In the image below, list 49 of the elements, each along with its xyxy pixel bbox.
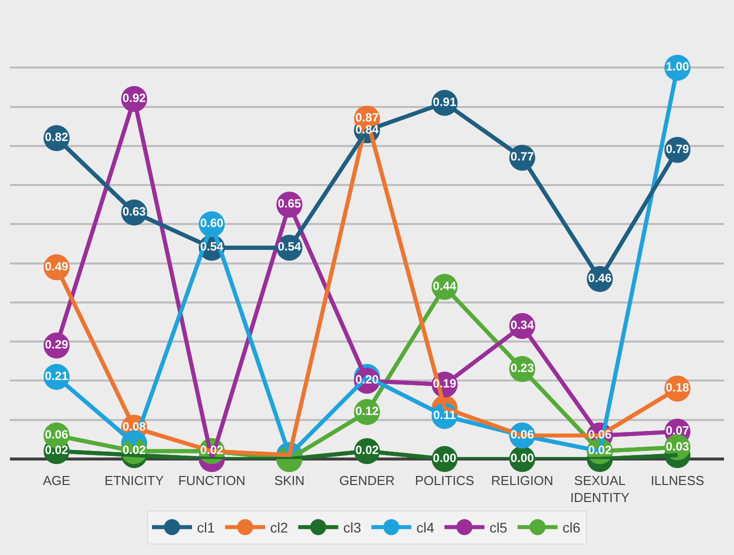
x-tick-label: FUNCTION [178, 473, 246, 488]
x-tick-label: ILLNESS [650, 473, 704, 488]
legend-label: cl5 [489, 520, 508, 536]
legend-label: cl6 [562, 520, 581, 536]
data-label: 0.92 [122, 91, 146, 105]
x-tick-label: SEXUAL IDENTITY [570, 473, 630, 505]
data-label: 0.34 [510, 318, 534, 332]
data-label: 0.23 [510, 361, 534, 375]
legend-label: cl3 [343, 520, 362, 536]
data-label: 0.77 [510, 150, 534, 164]
data-label: 0.91 [432, 94, 457, 109]
data-label: 0.07 [666, 424, 690, 438]
data-label: 0.06 [588, 428, 612, 442]
data-label: 0.12 [355, 404, 379, 418]
data-label: 0.00 [510, 451, 534, 465]
data-label: 0.49 [44, 259, 69, 274]
data-label: 0.65 [278, 196, 302, 211]
data-label: 0.79 [666, 142, 690, 156]
data-label: 0.06 [44, 428, 69, 442]
x-tick-label: RELIGION [491, 473, 554, 488]
data-label: 0.02 [355, 443, 379, 458]
data-label: 0.20 [355, 372, 379, 387]
data-label: 0.54 [278, 240, 302, 254]
x-tick-label: GENDER [339, 473, 395, 488]
data-label: 1.00 [666, 60, 690, 74]
data-label: 0.18 [666, 380, 690, 395]
x-tick-label: SKIN [274, 473, 305, 488]
legend-label: cl2 [270, 520, 288, 536]
data-label: 0.02 [122, 443, 146, 458]
data-label: 0.60 [200, 216, 224, 230]
data-label: 0.63 [122, 204, 146, 218]
legend-label: cl4 [416, 520, 434, 536]
data-label: 0.44 [432, 278, 457, 293]
data-label: 0.03 [666, 439, 690, 454]
x-tick-label: ETNICITY [104, 473, 164, 488]
data-label: 0.08 [122, 420, 146, 434]
data-label: 0.02 [44, 443, 69, 458]
data-label: 0.54 [200, 240, 224, 254]
data-label: 0.11 [433, 408, 456, 422]
data-label: 0.21 [44, 368, 69, 383]
data-label: 0.82 [44, 130, 69, 144]
data-label: 0.87 [355, 110, 379, 125]
data-label: 0.00 [432, 451, 457, 465]
legend-label: cl1 [197, 520, 216, 536]
data-label: 0.46 [588, 271, 612, 285]
data-label: 0.19 [432, 376, 457, 391]
data-label: 0.29 [44, 338, 69, 352]
x-tick-label: AGE [42, 473, 71, 488]
x-tick-label: POLITICS [414, 473, 475, 488]
